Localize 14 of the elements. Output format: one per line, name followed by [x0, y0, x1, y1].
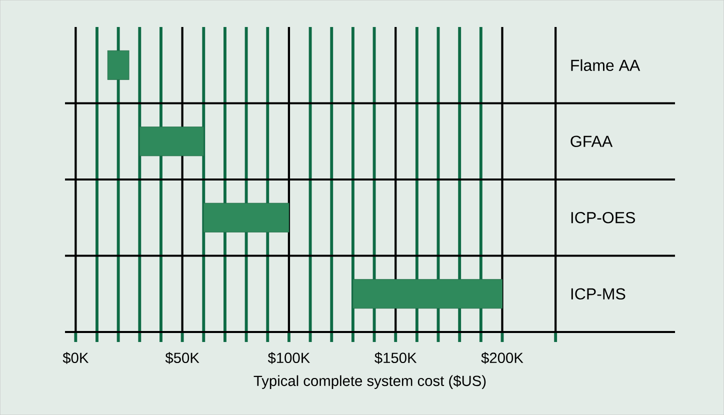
bar — [203, 202, 290, 232]
x-tick-label: $100K — [268, 352, 310, 364]
x-tick-label: $150K — [374, 352, 417, 364]
x-axis-title: Typical complete system cost ($US) — [254, 375, 486, 389]
y-tick-label: GFAA — [570, 136, 613, 148]
bar — [107, 50, 130, 80]
bar — [139, 126, 204, 156]
y-tick-label: ICP-MS — [571, 288, 626, 300]
x-tick-label: $200K — [481, 352, 524, 364]
y-tick-label: ICP-OES — [571, 212, 635, 224]
y-tick-label: Flame AA — [571, 59, 640, 71]
x-tick-label: $50K — [165, 352, 200, 364]
bar — [352, 279, 503, 309]
x-tick-label: $0K — [62, 352, 89, 364]
